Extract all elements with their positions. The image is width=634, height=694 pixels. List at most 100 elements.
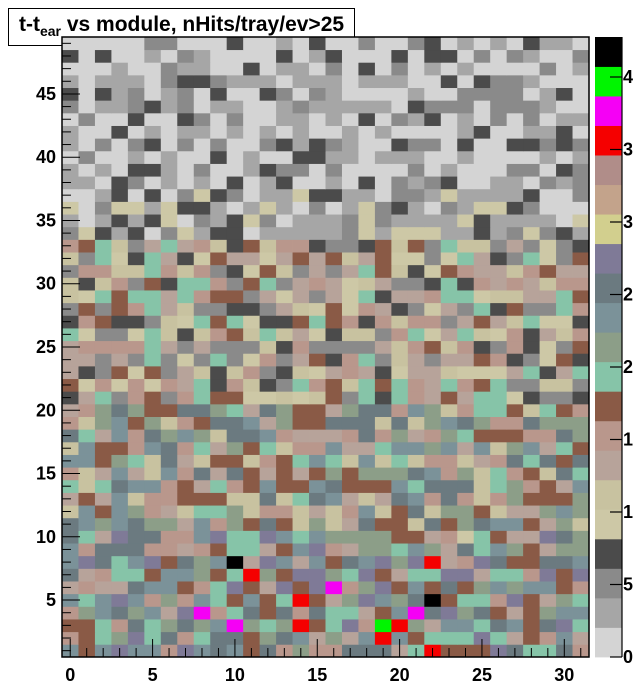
heatmap-cell: [374, 315, 392, 329]
heatmap-cell: [160, 290, 178, 304]
heatmap-cell: [160, 176, 178, 190]
heatmap-cell: [341, 479, 359, 493]
palette-tick-label: 4: [623, 67, 633, 87]
heatmap-cell: [539, 302, 557, 316]
heatmap-cell: [177, 264, 195, 278]
heatmap-cell: [309, 593, 326, 607]
y-tick-label: 45: [36, 84, 56, 104]
heatmap-cell: [144, 150, 162, 164]
heatmap-cell: [341, 252, 359, 266]
heatmap-cell: [127, 252, 145, 266]
heatmap-cell: [325, 163, 343, 177]
heatmap-cell: [440, 403, 458, 417]
heatmap-cell: [111, 353, 129, 367]
heatmap-cell: [358, 264, 376, 278]
heatmap-cell: [177, 581, 195, 595]
heatmap-cell: [144, 340, 162, 354]
heatmap-cell: [506, 176, 524, 190]
heatmap-cell: [127, 416, 145, 430]
heatmap-cell: [111, 429, 129, 443]
heatmap-cell: [243, 581, 261, 595]
heatmap-cell: [341, 150, 359, 164]
heatmap-cell: [226, 37, 244, 51]
heatmap-cell: [341, 391, 359, 405]
heatmap-cell: [292, 631, 310, 645]
heatmap-cell: [539, 214, 557, 228]
heatmap-cell: [341, 87, 359, 101]
heatmap-cell: [193, 226, 211, 240]
heatmap-cell: [506, 214, 524, 228]
heatmap-cell: [325, 340, 343, 354]
heatmap-cell: [309, 264, 326, 278]
heatmap-cell: [210, 555, 228, 569]
heatmap-cell: [325, 416, 343, 430]
heatmap-cell: [358, 593, 376, 607]
heatmap-cell: [292, 467, 310, 481]
heatmap-cell: [473, 365, 491, 380]
heatmap-cell: [556, 530, 573, 544]
heatmap-cell: [94, 163, 112, 177]
heatmap-cell: [259, 492, 277, 506]
heatmap-cell: [457, 328, 475, 342]
heatmap-cell: [78, 593, 96, 607]
heatmap-cell: [226, 619, 244, 633]
heatmap-cell: [539, 479, 557, 493]
heatmap-cell: [78, 429, 96, 443]
heatmap-cell: [325, 505, 343, 519]
heatmap-cell: [424, 631, 442, 645]
heatmap-cell: [407, 239, 425, 253]
heatmap-cell: [210, 416, 228, 430]
heatmap-cell: [539, 252, 557, 266]
heatmap-cell: [309, 492, 326, 506]
heatmap-cell: [358, 492, 376, 506]
heatmap-cell: [78, 315, 96, 329]
heatmap-cell: [111, 517, 129, 531]
heatmap-cell: [226, 290, 244, 304]
heatmap-cell: [177, 214, 195, 228]
heatmap-cell: [506, 188, 524, 202]
heatmap-cell: [144, 454, 162, 468]
heatmap-cell: [276, 226, 293, 240]
heatmap-cell: [210, 492, 228, 506]
heatmap-cell: [473, 353, 491, 367]
heatmap-cell: [292, 403, 310, 417]
heatmap-cell: [457, 517, 475, 531]
heatmap-cell: [457, 479, 475, 493]
heatmap-cell: [490, 479, 508, 493]
heatmap-cell: [424, 517, 442, 531]
heatmap-cell: [572, 239, 590, 253]
heatmap-cell: [490, 62, 508, 76]
heatmap-cell: [226, 62, 244, 76]
heatmap-cell: [177, 277, 195, 291]
heatmap-cell: [160, 492, 178, 506]
heatmap-cell: [309, 340, 326, 354]
heatmap-cell: [177, 138, 195, 152]
heatmap-cell: [259, 631, 277, 645]
heatmap-cell: [440, 87, 458, 101]
heatmap-cell: [144, 505, 162, 519]
heatmap-cell: [78, 62, 96, 76]
heatmap-cell: [276, 214, 293, 228]
heatmap-cell: [193, 112, 211, 126]
heatmap-cell: [177, 49, 195, 63]
heatmap-cell: [473, 100, 491, 114]
heatmap-cell: [210, 365, 228, 380]
heatmap-cell: [523, 226, 540, 240]
heatmap-cell: [440, 353, 458, 367]
heatmap-cell: [572, 163, 590, 177]
heatmap-cell: [292, 543, 310, 557]
heatmap-cell: [325, 125, 343, 139]
heatmap-cell: [506, 340, 524, 354]
heatmap-cell: [572, 555, 590, 569]
heatmap-cell: [127, 378, 145, 392]
heatmap-cell: [374, 353, 392, 367]
heatmap-cell: [276, 606, 293, 620]
heatmap-cell: [473, 37, 491, 51]
heatmap-cell: [572, 112, 590, 126]
heatmap-cell: [572, 492, 590, 506]
y-tick-label: 35: [36, 210, 56, 230]
heatmap-cell: [424, 340, 442, 354]
heatmap-cell: [506, 315, 524, 329]
heatmap-cell: [407, 252, 425, 266]
